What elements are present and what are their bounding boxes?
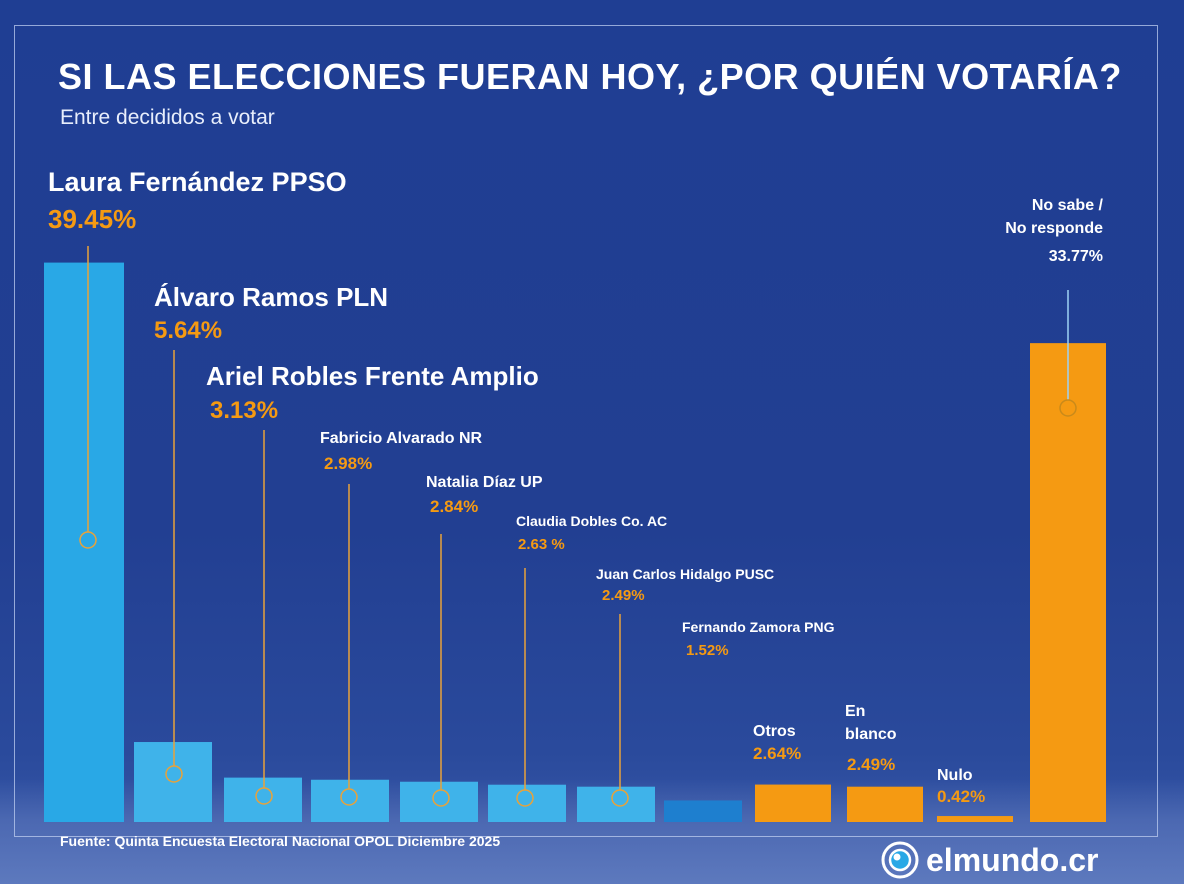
category-label-11: Nulo — [937, 767, 973, 784]
value-label-1: 39.45% — [48, 204, 136, 234]
source-note: Fuente: Quinta Encuesta Electoral Nacion… — [60, 833, 501, 849]
category-label-9: Otros — [753, 723, 796, 740]
category-label-8: Fernando Zamora PNG — [682, 619, 835, 635]
leader-marker-4 — [340, 788, 358, 806]
leader-marker-6 — [516, 789, 534, 807]
bar-12 — [1030, 343, 1106, 822]
value-label-10: 2.49% — [847, 755, 895, 774]
value-label-3: 3.13% — [210, 397, 278, 424]
brand-logo: elmundo.cr — [880, 840, 1098, 880]
logo-text: elmundo.cr — [926, 841, 1099, 878]
bar-1 — [44, 262, 124, 822]
value-label-12: 33.77% — [1049, 248, 1103, 265]
category-label-1: Laura Fernández PPSO — [48, 167, 347, 197]
value-label-4: 2.98% — [324, 454, 372, 473]
category-label-10-line1: En — [845, 703, 865, 720]
bar-11 — [937, 816, 1013, 822]
bar-9 — [755, 784, 831, 822]
page-subtitle: Entre decididos a votar — [60, 106, 275, 129]
category-label-2: Álvaro Ramos PLN — [154, 282, 388, 312]
category-label-4: Fabricio Alvarado NR — [320, 430, 483, 447]
value-label-2: 5.64% — [154, 317, 222, 344]
category-label-7: Juan Carlos Hidalgo PUSC — [596, 566, 774, 582]
bar-8 — [664, 800, 742, 822]
category-label-12-line2: No responde — [1005, 220, 1103, 237]
category-label-6: Claudia Dobles Co. AC — [516, 513, 667, 529]
value-label-8: 1.52% — [686, 642, 729, 659]
bar-3 — [224, 777, 302, 822]
leader-marker-1 — [79, 531, 97, 549]
leader-marker-3 — [255, 787, 273, 805]
bar-10 — [847, 786, 923, 822]
bar-5 — [400, 781, 478, 822]
value-label-9: 2.64% — [753, 744, 801, 763]
globe-icon — [881, 841, 919, 879]
leader-marker-7 — [611, 789, 629, 807]
page-title: SI LAS ELECCIONES FUERAN HOY, ¿POR QUIÉN… — [58, 56, 1122, 97]
value-label-11: 0.42% — [937, 787, 985, 806]
bar-4 — [311, 779, 389, 822]
category-label-5: Natalia Díaz UP — [426, 474, 543, 491]
chart-frame — [14, 25, 1158, 837]
value-label-6: 2.63 % — [518, 536, 565, 553]
leader-marker-12 — [1059, 399, 1077, 417]
category-label-3: Ariel Robles Frente Amplio — [206, 361, 539, 391]
leader-marker-5 — [432, 789, 450, 807]
leader-marker-2 — [165, 765, 183, 783]
category-label-12-line1: No sabe / — [1032, 197, 1104, 214]
value-label-7: 2.49% — [602, 587, 645, 604]
category-label-10-line2: blanco — [845, 726, 897, 743]
value-label-5: 2.84% — [430, 497, 478, 516]
